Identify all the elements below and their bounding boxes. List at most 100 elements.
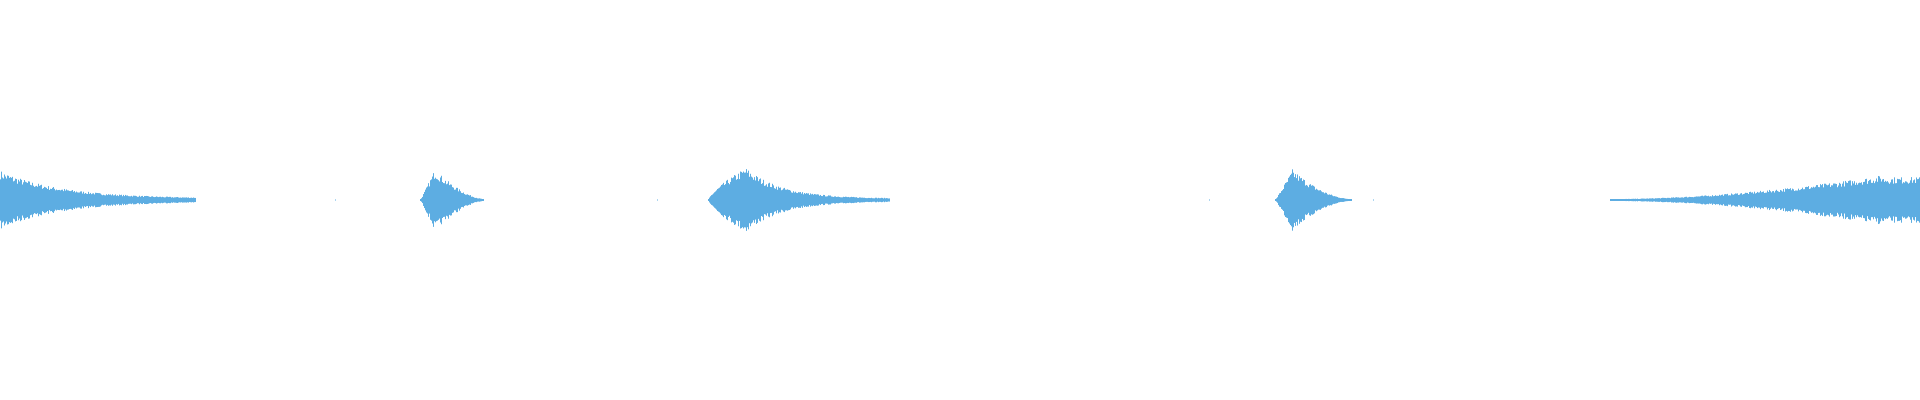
- waveform-bar: [133, 195, 134, 205]
- waveform-bar: [795, 191, 796, 209]
- waveform-bar: [176, 197, 177, 203]
- waveform-bar: [1307, 185, 1308, 215]
- waveform-bar: [1308, 187, 1309, 213]
- waveform-bar: [1691, 197, 1692, 203]
- waveform-bar: [1903, 182, 1904, 218]
- waveform-bar: [105, 195, 106, 205]
- waveform-bar: [757, 177, 758, 223]
- waveform-bar: [82, 193, 83, 207]
- waveform-bar: [1766, 192, 1767, 208]
- waveform-bar: [1680, 197, 1681, 203]
- waveform-bar: [872, 198, 873, 202]
- waveform-bar: [820, 194, 821, 206]
- waveform-bar: [1831, 185, 1832, 215]
- waveform-bar: [135, 195, 136, 205]
- waveform-bar: [842, 197, 843, 203]
- waveform-bar: [710, 196, 711, 204]
- waveform-bar: [1312, 185, 1313, 215]
- waveform-bar: [1645, 198, 1646, 202]
- waveform-bar: [1698, 196, 1699, 204]
- waveform-bar: [437, 179, 438, 221]
- waveform-bar: [1912, 182, 1913, 218]
- waveform-bar: [125, 194, 126, 206]
- waveform-bar: [1321, 191, 1322, 209]
- waveform-bar: [1915, 182, 1916, 218]
- waveform-bar: [787, 189, 788, 211]
- waveform-bar: [1712, 195, 1713, 205]
- waveform-bar: [1872, 182, 1873, 218]
- waveform-bar: [446, 184, 447, 216]
- waveform-bar: [1299, 176, 1300, 224]
- waveform-bar: [139, 195, 140, 205]
- waveform-bar: [1610, 199, 1611, 201]
- waveform-bar: [423, 194, 424, 206]
- waveform-bar: [1714, 195, 1715, 205]
- waveform-bar: [1316, 188, 1317, 212]
- waveform-bar: [785, 189, 786, 211]
- waveform-bar: [120, 195, 121, 205]
- waveform-bar: [84, 193, 85, 207]
- waveform-bar: [452, 187, 453, 213]
- waveform-bar: [790, 190, 791, 210]
- waveform-bar: [1816, 185, 1817, 215]
- waveform-bar: [1860, 182, 1861, 218]
- waveform-bar: [1722, 194, 1723, 206]
- waveform-bar: [1753, 193, 1754, 207]
- waveform-bar: [838, 196, 839, 204]
- waveform-bar: [1692, 197, 1693, 203]
- waveform-bar: [17, 183, 18, 217]
- waveform-bar: [776, 186, 777, 214]
- waveform-bar: [1622, 199, 1623, 201]
- waveform-bar: [1792, 188, 1793, 212]
- waveform-bar: [739, 179, 740, 221]
- waveform-bar: [887, 198, 888, 202]
- waveform-bar: [1314, 186, 1315, 214]
- waveform-bar: [189, 198, 190, 202]
- waveform-bar: [1617, 199, 1618, 201]
- waveform-bar: [421, 198, 422, 202]
- waveform-bar: [1631, 198, 1632, 202]
- waveform-bar: [134, 195, 135, 205]
- waveform-bar: [1298, 180, 1299, 220]
- waveform-bar: [846, 196, 847, 204]
- waveform-bar: [116, 195, 117, 205]
- waveform-bar: [823, 194, 824, 206]
- waveform-bar: [38, 183, 39, 217]
- waveform-bar: [1345, 198, 1346, 202]
- waveform-bar: [1852, 181, 1853, 219]
- waveform-bar: [473, 197, 474, 203]
- waveform-bar: [1619, 199, 1620, 201]
- waveform-bar: [478, 198, 479, 202]
- waveform-bar: [1350, 199, 1351, 201]
- waveform-bar: [1790, 188, 1791, 212]
- waveform-bar: [854, 197, 855, 203]
- waveform-bar: [6, 178, 7, 222]
- waveform-bar: [1884, 181, 1885, 219]
- waveform-blip: [657, 199, 658, 201]
- waveform-bar: [439, 181, 440, 219]
- waveform-bar: [1721, 194, 1722, 206]
- waveform-bar: [888, 198, 889, 202]
- waveform-bar: [1780, 189, 1781, 211]
- waveform-bar: [735, 175, 736, 225]
- waveform-bar: [72, 190, 73, 210]
- waveform-bar: [796, 192, 797, 208]
- waveform-bar: [754, 177, 755, 223]
- waveform-bar: [1650, 198, 1651, 202]
- waveform-bar: [474, 197, 475, 203]
- waveform-bar: [177, 196, 178, 204]
- waveform-bar: [1632, 198, 1633, 202]
- waveform-bar: [1344, 198, 1345, 202]
- waveform-bar: [770, 186, 771, 214]
- waveform-bar: [152, 196, 153, 204]
- waveform-bar: [1834, 183, 1835, 217]
- waveform-bar: [1918, 178, 1919, 222]
- waveform-bar: [759, 179, 760, 221]
- waveform-bar: [477, 198, 478, 202]
- waveform-bar: [1796, 190, 1797, 210]
- waveform-bar: [1300, 178, 1301, 222]
- waveform-bar: [174, 197, 175, 203]
- waveform-bar: [742, 172, 743, 228]
- waveform-bar: [783, 188, 784, 212]
